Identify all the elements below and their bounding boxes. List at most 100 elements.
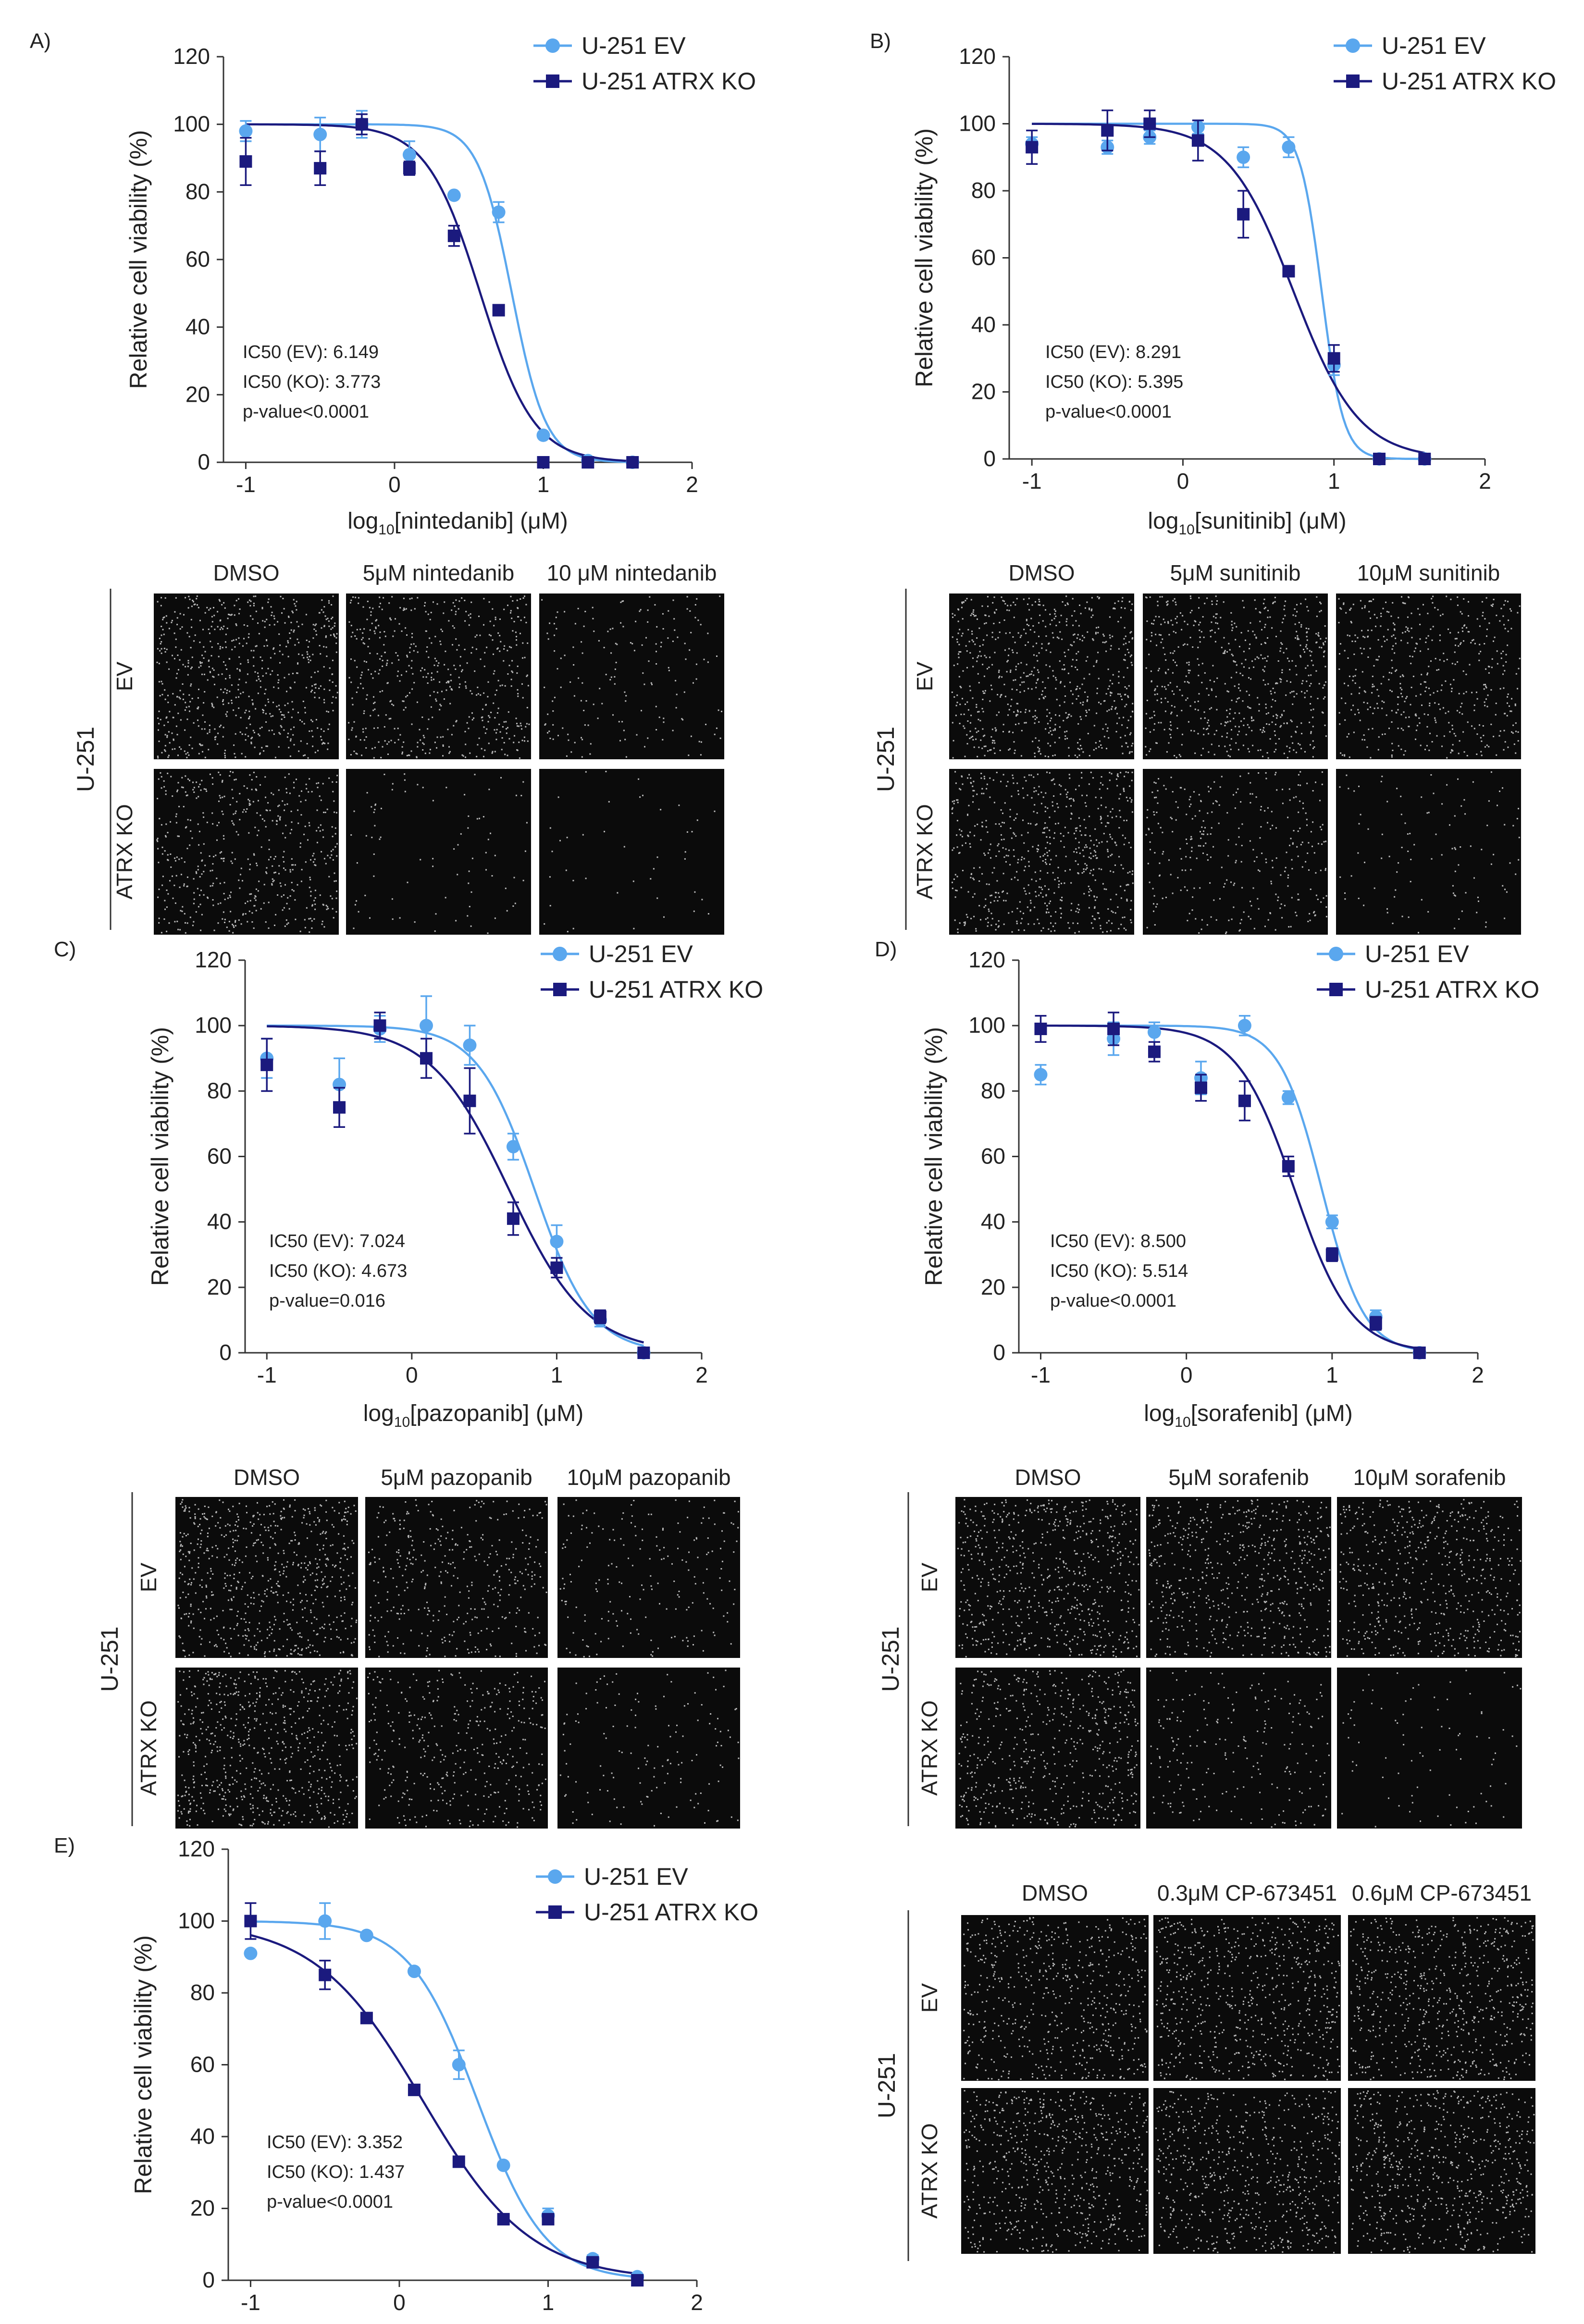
- column-label: DMSO: [234, 1465, 300, 1490]
- legend-label-ko: U-251 ATRX KO: [582, 68, 756, 95]
- chart-panel-c: C) 0 20 40 60 80 100 120 -1 0 1 2 Relative cell viab…: [54, 938, 763, 1430]
- column-label: DMSO: [1022, 1880, 1088, 1905]
- row-label: EV: [912, 662, 937, 692]
- y-tick-label: 80: [190, 1980, 215, 2005]
- row-label: ATRX KO: [112, 804, 137, 900]
- data-point-ev: [1237, 150, 1250, 164]
- data-point-ko: [492, 304, 505, 317]
- microscopy-image: [557, 1668, 740, 1829]
- y-tick-label: 40: [207, 1209, 232, 1234]
- microscopy-panel-b: DMSO 5μM sunitinib 10μM sunitinib EV ATRX KO…: [872, 560, 1521, 935]
- column-label: DMSO: [1015, 1465, 1081, 1490]
- ic50-annotation: IC50 (KO): 5.514: [1050, 1261, 1188, 1281]
- data-point-ev: [506, 1140, 520, 1154]
- data-point-ko: [1191, 134, 1204, 147]
- data-point-ev: [536, 428, 550, 442]
- panel-label: D): [875, 938, 897, 961]
- cell-nuclei: [156, 595, 338, 759]
- microscopy-image: [1146, 1668, 1331, 1829]
- y-tick-label: 20: [971, 379, 996, 404]
- x-axis-label-base: log: [363, 1401, 394, 1426]
- data-point-ev: [492, 205, 506, 219]
- data-point-ko: [420, 1052, 433, 1065]
- data-point-ev: [239, 124, 253, 138]
- microscopy-image: [365, 1497, 548, 1658]
- y-tick-label: 20: [190, 2196, 215, 2221]
- y-tick-label: 40: [186, 314, 210, 339]
- y-tick-label: 20: [207, 1274, 232, 1299]
- x-axis-label-base: log: [1144, 1401, 1175, 1426]
- legend-marker: [553, 947, 567, 961]
- microscopy-image: [365, 1668, 548, 1829]
- cell-nuclei: [957, 1499, 1140, 1657]
- y-tick-label: 120: [968, 947, 1005, 972]
- cell-nuclei: [1339, 771, 1520, 934]
- legend-marker: [546, 74, 559, 88]
- data-point-ko: [1148, 1045, 1161, 1058]
- y-tick-label: 20: [981, 1274, 1005, 1299]
- x-axis-label-rest: [sorafenib] (μM): [1191, 1401, 1353, 1426]
- ic50-annotation: IC50 (EV): 7.024: [269, 1231, 405, 1251]
- y-tick-label: 40: [981, 1209, 1005, 1234]
- row-label: EV: [917, 1983, 942, 2013]
- row-label: ATRX KO: [136, 1700, 161, 1796]
- fit-curve-ko: [250, 1934, 638, 2275]
- x-tick-label: 2: [695, 1362, 708, 1387]
- y-axis-label: Relative cell viability (%): [920, 1027, 947, 1286]
- microscopy-image: [1153, 2088, 1341, 2254]
- data-point-ko: [403, 162, 416, 175]
- chart-panel-a: A) 0 20 40 60 80 100 120 -1 0 1 2 Relative cell viab…: [30, 29, 756, 538]
- data-point-ko: [355, 118, 368, 131]
- panel-label: E): [54, 1834, 75, 1857]
- data-point-ko: [550, 1261, 563, 1274]
- column-label: 10 μM nintedanib: [547, 560, 717, 585]
- data-point-ko: [1282, 265, 1295, 278]
- legend-marker: [1329, 983, 1343, 996]
- chart-panel-b: B) 0 20 40 60 80 100 120 -1 0 1 2 Relative cell viab…: [870, 29, 1556, 538]
- data-point-ev: [419, 1019, 433, 1033]
- y-tick-label: 80: [981, 1078, 1005, 1103]
- column-label: 0.6μM CP-673451: [1352, 1880, 1532, 1905]
- x-axis-label-subscript: 10: [378, 522, 394, 538]
- data-point-ko: [1026, 141, 1039, 154]
- microscopy-image: [961, 2088, 1149, 2254]
- y-tick-label: 0: [993, 1340, 1005, 1365]
- data-point-ev: [1281, 1090, 1295, 1104]
- ic50-annotation: IC50 (EV): 8.291: [1045, 342, 1181, 362]
- x-axis-label-base: log: [347, 508, 378, 534]
- data-point-ev: [1034, 1068, 1048, 1082]
- cell-nuclei: [368, 1499, 547, 1657]
- x-tick-label: 0: [1180, 1362, 1193, 1387]
- data-point-ko: [244, 1915, 257, 1928]
- x-tick-label: 0: [393, 2290, 406, 2315]
- microscopy-image: [175, 1497, 358, 1658]
- row-group-label: U-251: [96, 1626, 123, 1692]
- ic50-annotation: IC50 (KO): 1.437: [267, 2162, 405, 2182]
- data-point-ko: [497, 2213, 510, 2225]
- row-label: ATRX KO: [917, 2123, 942, 2219]
- legend-label-ev: U-251 EV: [582, 32, 686, 59]
- row-group-label: U-251: [72, 727, 99, 792]
- x-axis-label: log10[sorafenib] (μM): [1144, 1401, 1353, 1430]
- legend-label-ko: U-251 ATRX KO: [584, 1899, 758, 1926]
- cell-nuclei: [1148, 1499, 1331, 1657]
- data-point-ev: [1238, 1019, 1251, 1033]
- x-tick-label: -1: [257, 1362, 277, 1387]
- row-label: ATRX KO: [917, 1700, 942, 1796]
- ic50-annotation: IC50 (KO): 4.673: [269, 1261, 407, 1281]
- microscopy-image: [557, 1497, 740, 1658]
- data-point-ko: [1327, 352, 1340, 365]
- data-point-ev: [359, 1928, 373, 1942]
- legend-label-ev: U-251 EV: [584, 1863, 688, 1890]
- panel-label: B): [870, 29, 891, 53]
- microscopy-image: [961, 1915, 1149, 2081]
- legend-label-ko: U-251 ATRX KO: [589, 976, 763, 1003]
- data-point-ko: [1369, 1317, 1382, 1330]
- data-point-ev: [402, 148, 416, 161]
- data-point-ko: [360, 2012, 373, 2025]
- column-label: 5μM nintedanib: [363, 560, 515, 585]
- data-point-ko: [408, 2083, 421, 2096]
- y-tick-label: 80: [207, 1078, 232, 1103]
- y-tick-label: 60: [207, 1144, 232, 1169]
- x-axis-label-subscript: 10: [394, 1414, 410, 1430]
